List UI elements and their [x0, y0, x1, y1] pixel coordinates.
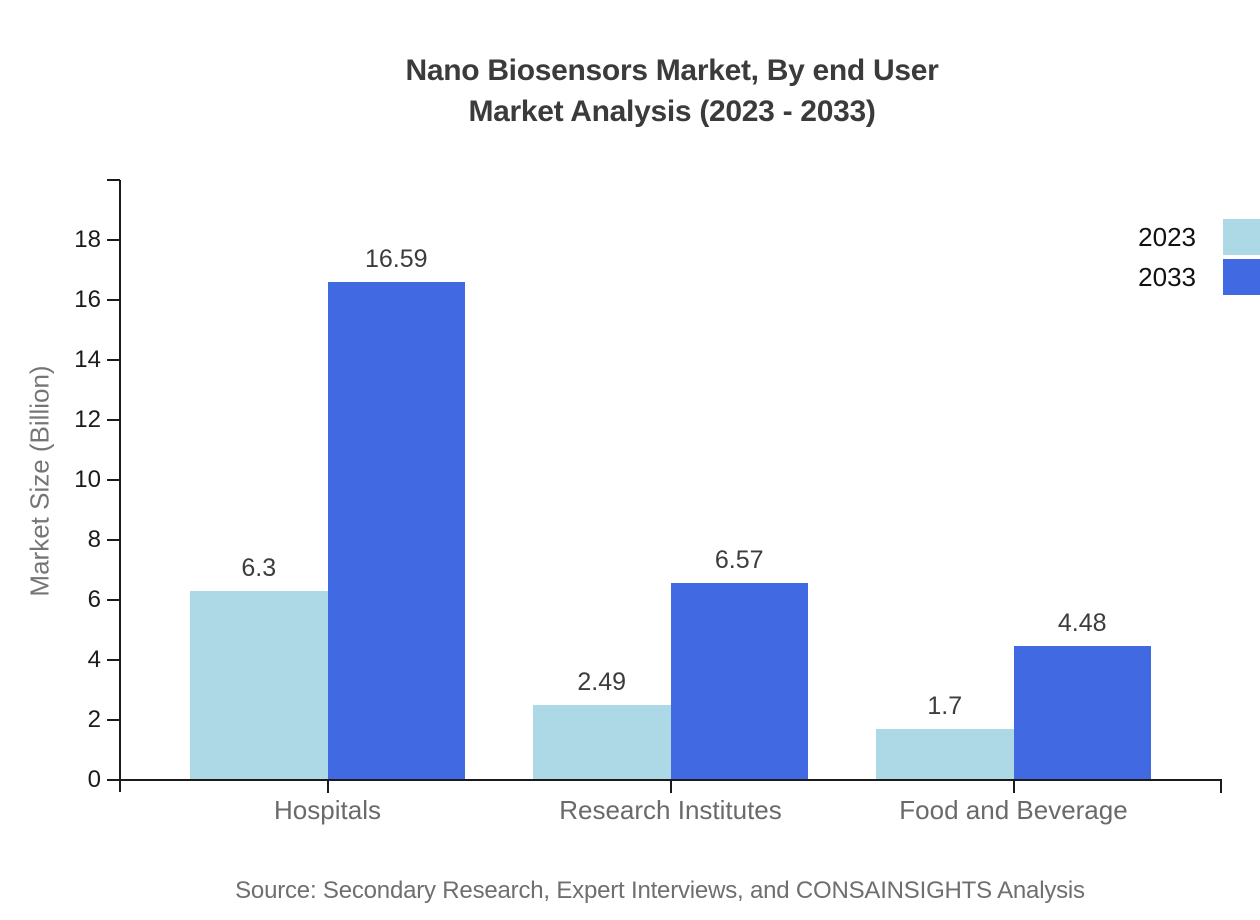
y-tick-label: 6	[87, 586, 101, 613]
y-tick-label: 0	[87, 766, 101, 793]
value-label: 2.49	[577, 668, 627, 697]
y-tick	[107, 539, 120, 541]
y-tick-label: 18	[74, 226, 101, 253]
chart-title-line2: Market Analysis (2023 - 2033)	[468, 95, 876, 128]
y-tick	[107, 719, 120, 721]
y-tick	[107, 419, 120, 421]
legend-swatch-2033	[1223, 259, 1260, 295]
category-label: Research Institutes	[559, 795, 782, 825]
source-note: Source: Secondary Research, Expert Inter…	[235, 877, 1085, 904]
legend-label-2033: 2033	[1138, 261, 1196, 292]
y-tick-label: 2	[87, 706, 101, 733]
y-tick-label: 8	[87, 526, 101, 553]
value-label: 1.7	[927, 692, 963, 720]
y-axis-line	[119, 180, 121, 792]
bar-2033-food-and-beverage	[1013, 645, 1151, 780]
legend-item-2033: 2033	[1138, 259, 1260, 295]
y-tick-label: 10	[74, 466, 101, 493]
y-tick-label: 4	[87, 646, 101, 673]
value-label: 16.59	[364, 245, 428, 274]
legend: 2023 2033	[1138, 219, 1260, 295]
chart-title-line1: Nano Biosensors Market, By end User	[405, 54, 939, 87]
value-label: 6.57	[714, 545, 764, 574]
x-axis-end-cap	[1220, 779, 1222, 793]
bar-2023-hospitals	[190, 591, 328, 780]
category-label: Hospitals	[274, 795, 381, 825]
x-tick	[669, 779, 672, 793]
x-axis-line	[107, 779, 1222, 781]
bar-2033-research-institutes	[670, 582, 808, 780]
value-label: 4.48	[1057, 608, 1107, 637]
x-tick	[326, 779, 329, 793]
y-tick	[107, 479, 120, 481]
bar-2023-research-institutes	[533, 705, 671, 780]
value-label: 6.3	[241, 554, 277, 582]
legend-swatch-2023	[1223, 219, 1260, 255]
bar-2033-hospitals	[327, 282, 465, 780]
y-tick	[107, 299, 120, 301]
y-tick-label: 12	[74, 406, 101, 433]
legend-item-2023: 2023	[1138, 219, 1260, 255]
y-tick-label: 14	[74, 346, 101, 373]
y-tick	[107, 659, 120, 661]
y-tick-label: 16	[74, 286, 101, 313]
y-tick	[107, 239, 120, 241]
legend-label-2023: 2023	[1138, 221, 1196, 252]
y-axis-end-cap	[107, 179, 120, 181]
category-label: Food and Beverage	[899, 795, 1128, 825]
chart-title: Nano Biosensors Market, By end User Mark…	[84, 50, 1260, 132]
bar-2023-food-and-beverage	[876, 729, 1014, 780]
y-tick	[107, 359, 120, 361]
x-tick	[1012, 779, 1015, 793]
y-tick	[107, 599, 120, 601]
